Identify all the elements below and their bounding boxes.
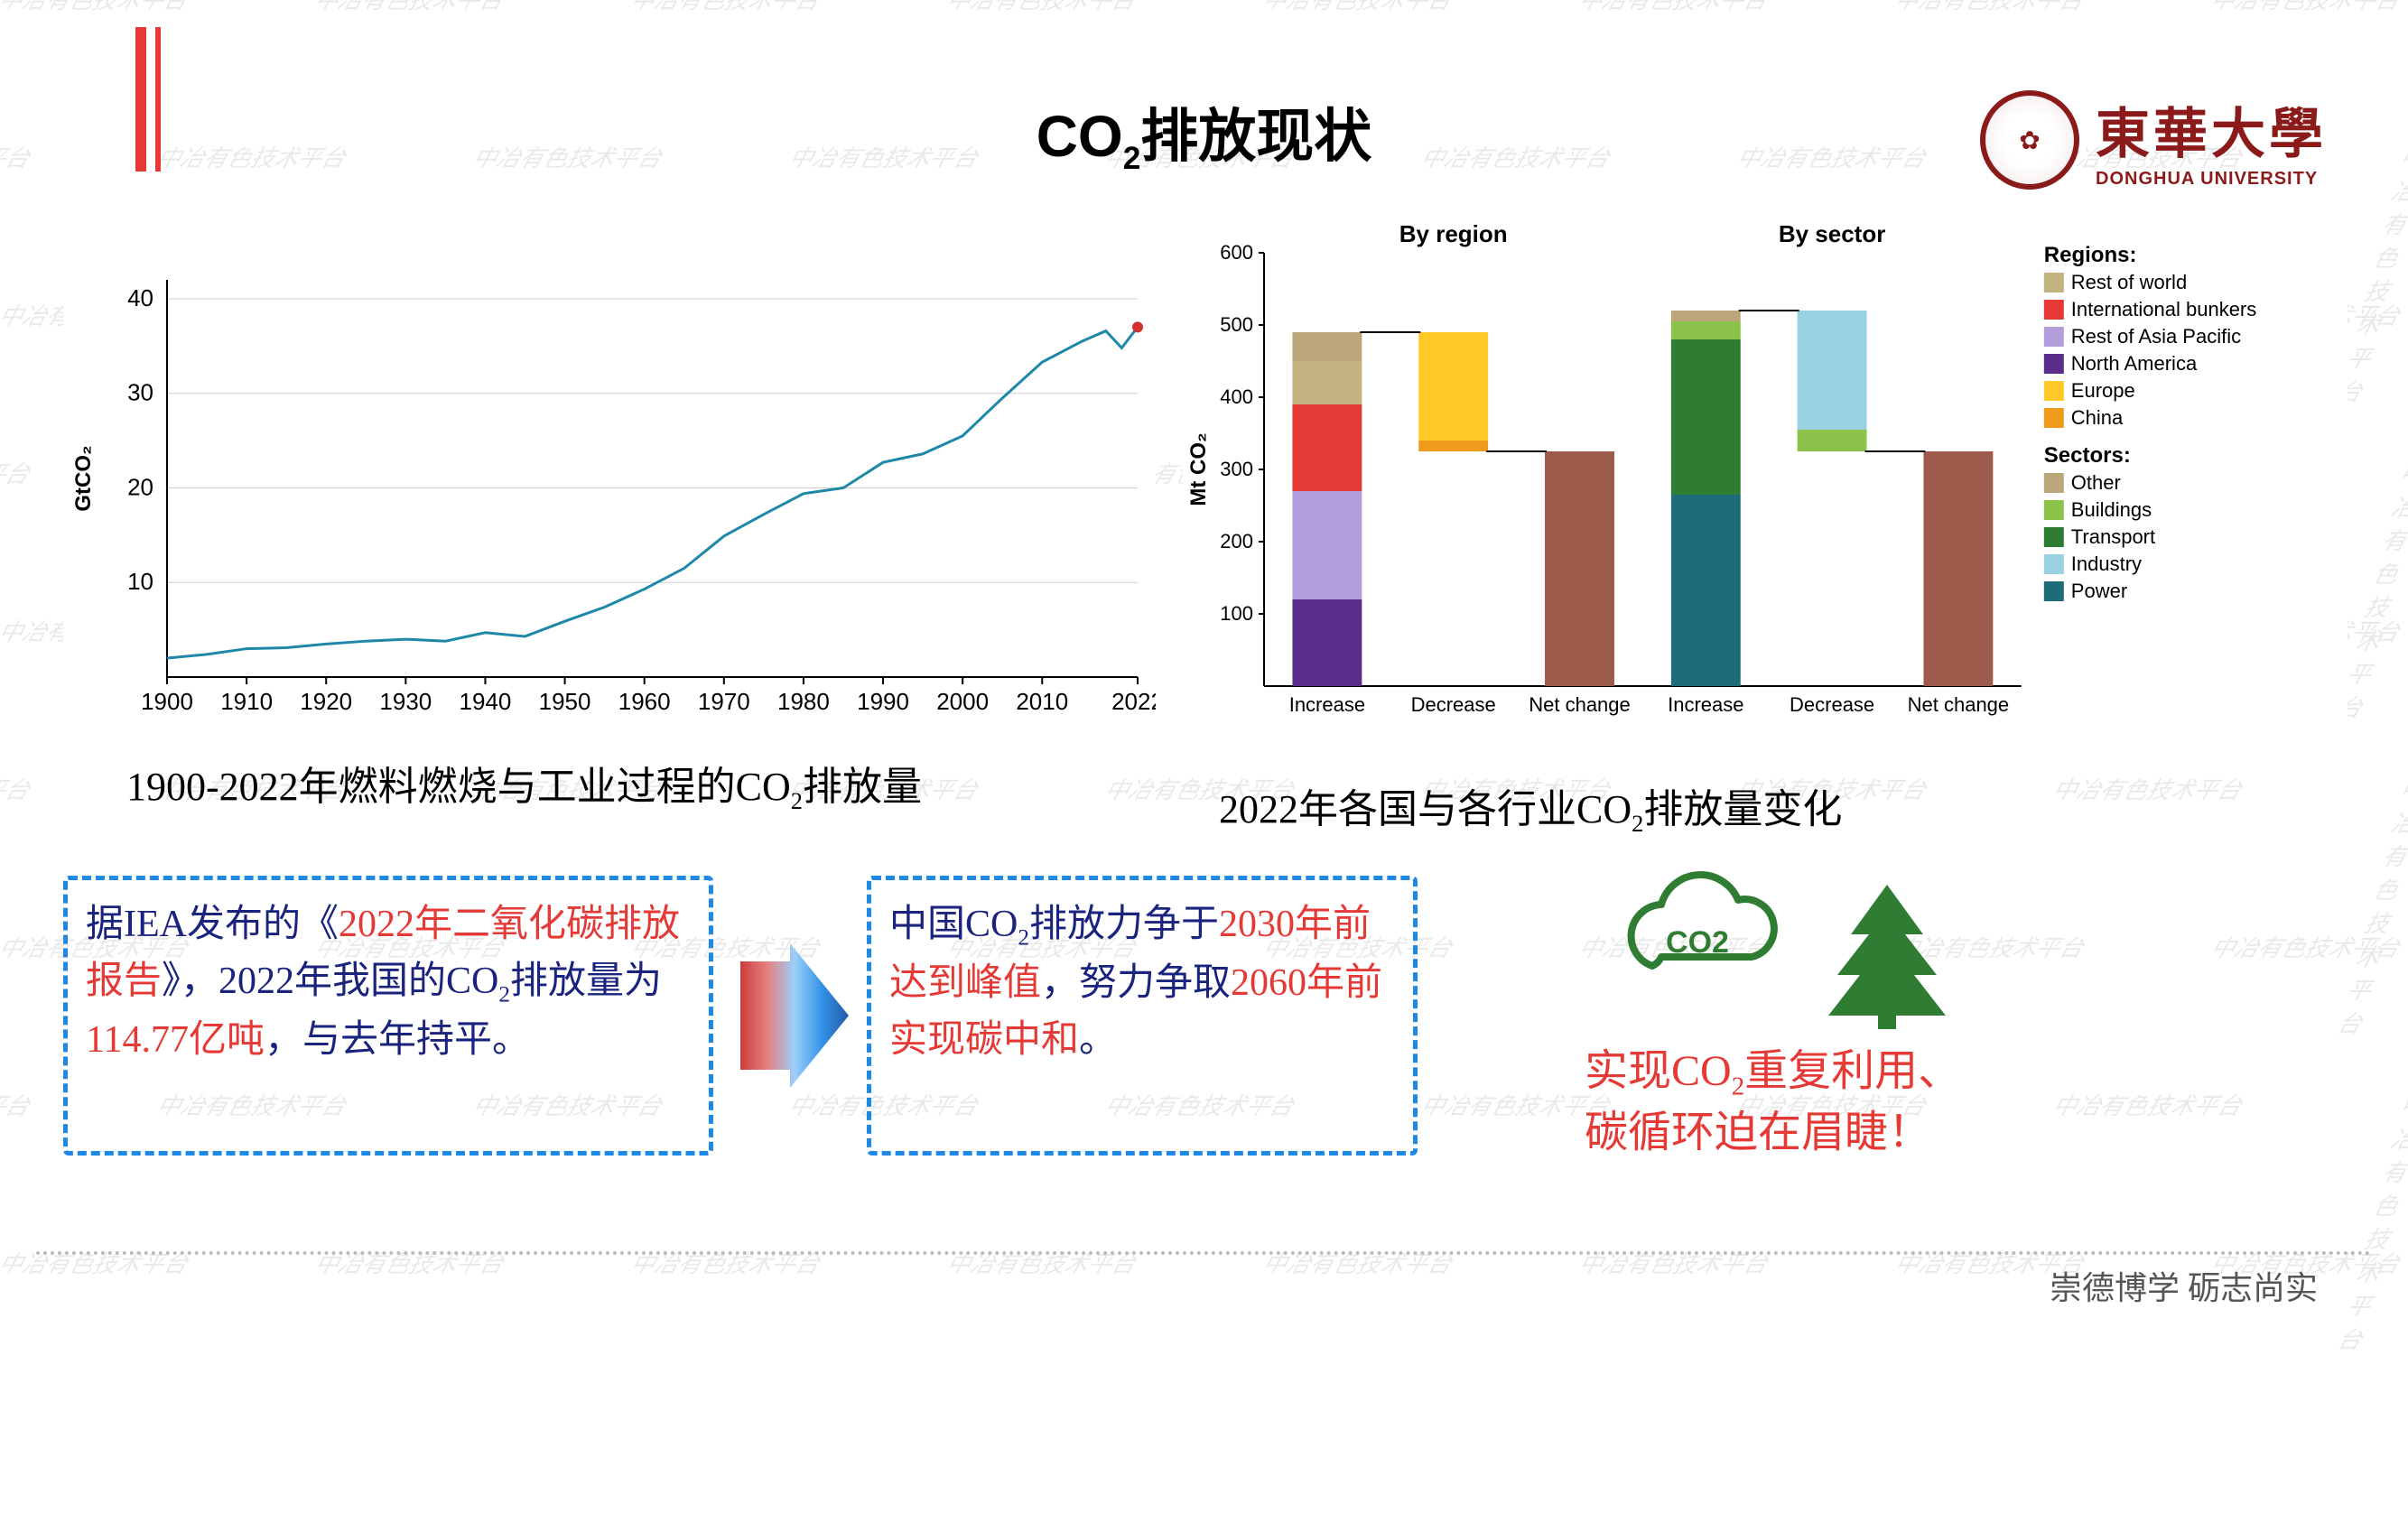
svg-text:Mt CO₂: Mt CO₂	[1186, 432, 1211, 506]
svg-text:500: 500	[1220, 313, 1253, 336]
svg-text:Rest of Asia Pacific: Rest of Asia Pacific	[2071, 325, 2241, 348]
svg-text:1990: 1990	[857, 688, 909, 715]
svg-text:Buildings: Buildings	[2071, 498, 2152, 521]
svg-text:200: 200	[1220, 530, 1253, 552]
svg-text:1980: 1980	[777, 688, 830, 715]
svg-text:20: 20	[127, 473, 153, 500]
svg-text:International bunkers: International bunkers	[2071, 298, 2256, 320]
svg-text:North America: North America	[2071, 352, 2198, 375]
svg-text:Other: Other	[2071, 471, 2121, 494]
svg-text:2022: 2022	[1111, 688, 1156, 715]
svg-text:Industry: Industry	[2071, 552, 2142, 575]
svg-text:400: 400	[1220, 385, 1253, 408]
svg-text:GtCO₂: GtCO₂	[71, 445, 96, 511]
china-goals-box: 中国CO2排放力争于2030年前达到峰值，努力争取2060年前实现碳中和。	[867, 876, 1418, 1156]
svg-text:1930: 1930	[379, 688, 432, 715]
svg-text:Rest of world: Rest of world	[2071, 271, 2187, 293]
svg-text:40: 40	[127, 284, 153, 311]
svg-text:1920: 1920	[300, 688, 352, 715]
logo-seal-icon: ✿	[1980, 90, 2079, 190]
svg-text:1960: 1960	[618, 688, 671, 715]
footer-divider	[36, 1251, 2372, 1255]
svg-text:Regions:: Regions:	[2044, 243, 2137, 267]
svg-text:1940: 1940	[460, 688, 512, 715]
iea-report-box: 据IEA发布的《2022年二氧化碳排放报告》，2022年我国的CO2排放量为11…	[63, 876, 713, 1156]
svg-text:2000: 2000	[936, 688, 989, 715]
svg-text:1910: 1910	[220, 688, 273, 715]
svg-text:Transport: Transport	[2071, 525, 2155, 548]
svg-text:10: 10	[127, 568, 153, 595]
logo-cn: 東華大學	[2096, 90, 2327, 169]
university-logo: ✿ 東華大學 DONGHUA UNIVERSITY	[1980, 90, 2327, 190]
bar-chart-panel: 100 200 300 400 500 600 Mt CO₂ By region By sect…	[1183, 217, 2348, 749]
svg-text:600: 600	[1220, 241, 1253, 264]
logo-en: DONGHUA UNIVERSITY	[2096, 169, 2327, 190]
svg-text:1950: 1950	[539, 688, 591, 715]
svg-text:CO2: CO2	[1666, 925, 1729, 960]
svg-text:Decrease: Decrease	[1411, 693, 1496, 716]
caption-right: 2022年各国与各行业CO2排放量变化	[1219, 776, 1842, 838]
line-chart-svg: 10 20 30 40 1900 1910 1920 1930 1940 1950 1960 1970…	[63, 262, 1156, 740]
svg-text:Increase: Increase	[1289, 693, 1365, 716]
motto: 崇德博学 砺志尚实	[2050, 1262, 2318, 1309]
line-chart-panel: 10 20 30 40 1900 1910 1920 1930 1940 1950 1960 1970…	[63, 262, 1156, 740]
svg-text:Power: Power	[2071, 580, 2127, 602]
caption-left: 1900-2022年燃料燃烧与工业过程的CO2排放量	[126, 754, 922, 815]
svg-text:Net change: Net change	[1529, 693, 1631, 716]
svg-text:1970: 1970	[698, 688, 750, 715]
svg-text:By sector: By sector	[1779, 220, 1886, 247]
arrow-icon	[740, 943, 849, 1088]
svg-text:Increase: Increase	[1668, 693, 1743, 716]
svg-text:Net change: Net change	[1908, 693, 2010, 716]
bar-chart-svg: 100 200 300 400 500 600 Mt CO₂ By region By sect…	[1183, 217, 2348, 749]
svg-text:China: China	[2071, 406, 2124, 429]
svg-text:300: 300	[1220, 458, 1253, 480]
svg-text:By region: By region	[1399, 220, 1508, 247]
svg-text:2010: 2010	[1016, 688, 1068, 715]
svg-text:30: 30	[127, 379, 153, 406]
goal-text: 实现CO2重复利用、碳循环迫在眉睫！	[1585, 1043, 1961, 1163]
svg-text:100: 100	[1220, 602, 1253, 625]
svg-text:Sectors:: Sectors:	[2044, 443, 2131, 468]
svg-text:Europe: Europe	[2071, 379, 2135, 402]
svg-text:Decrease: Decrease	[1790, 693, 1874, 716]
svg-text:1900: 1900	[141, 688, 193, 715]
eco-icons: CO2	[1616, 867, 1995, 1029]
